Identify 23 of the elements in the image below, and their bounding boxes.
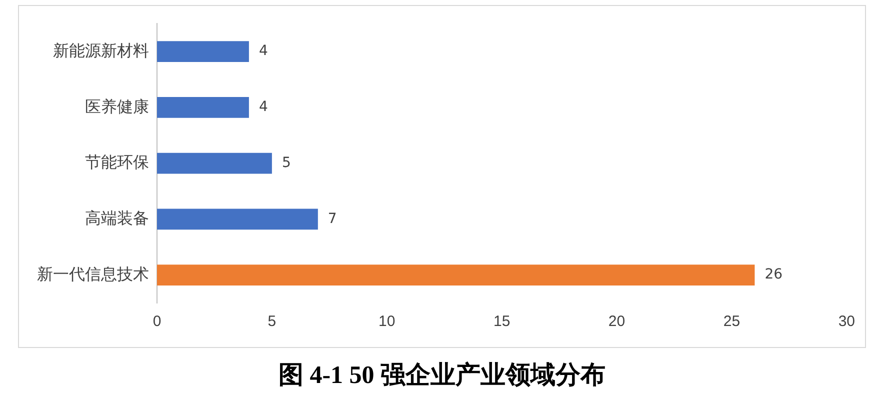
data-label: 26 bbox=[764, 266, 783, 283]
bar bbox=[157, 152, 272, 174]
data-label: 4 bbox=[258, 43, 268, 60]
text: 图 4-1 50 强企业产业领域分布 bbox=[277, 360, 607, 391]
x-tick-label: 30 bbox=[838, 313, 855, 330]
x-tick-label: 25 bbox=[723, 313, 740, 330]
x-tick-label: 5 bbox=[268, 313, 276, 330]
data-label: 5 bbox=[282, 154, 291, 171]
x-tick-label: 0 bbox=[152, 313, 162, 330]
bar bbox=[157, 96, 249, 118]
x-tick-label: 15 bbox=[493, 313, 510, 330]
y-tick-label: 医养健康 bbox=[85, 98, 149, 116]
x-tick-label: 20 bbox=[608, 313, 626, 330]
data-label: 4 bbox=[258, 99, 268, 116]
data-label: 7 bbox=[328, 210, 337, 227]
bar bbox=[157, 208, 318, 230]
bar bbox=[157, 41, 249, 62]
y-tick-label: 节能环保 bbox=[85, 154, 149, 172]
y-tick-label: 新一代信息技术 bbox=[37, 265, 149, 284]
y-tick-label: 高端装备 bbox=[85, 210, 149, 228]
x-tick-label: 10 bbox=[378, 313, 396, 330]
y-tick-label: 新能源新材料 bbox=[53, 42, 149, 60]
bar bbox=[157, 264, 755, 286]
